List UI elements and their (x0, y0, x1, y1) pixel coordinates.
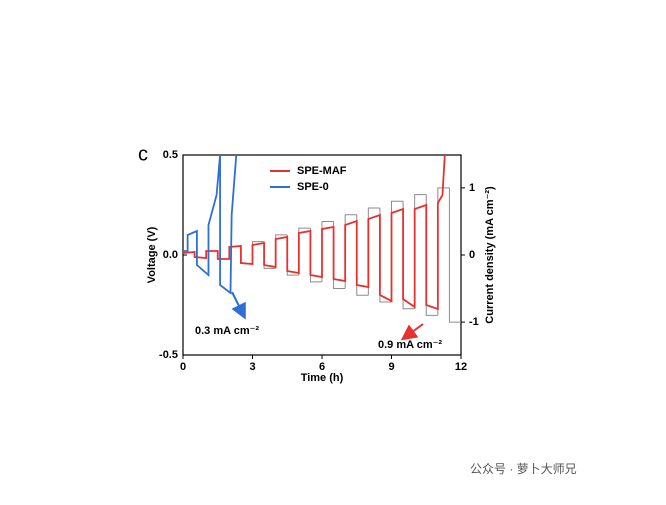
current-step (321, 220, 334, 282)
x-tick-label: 0 (180, 361, 186, 373)
x-tick-label: 12 (455, 361, 467, 373)
y2-tick-label: 0 (469, 249, 475, 261)
series-line (182, 154, 446, 311)
arrow (400, 323, 424, 341)
current-step (275, 234, 288, 269)
current-step (286, 234, 299, 276)
current-step (414, 194, 427, 309)
current-step (367, 207, 380, 296)
current-step (356, 214, 369, 296)
y2-tick-label: -1 (469, 316, 479, 328)
y2-tick-label: 1 (469, 182, 475, 194)
x-tick-label: 6 (319, 361, 325, 373)
panel-label: c (138, 143, 148, 165)
legend-label: SPE-0 (297, 181, 329, 193)
x-tick-label: 3 (249, 361, 255, 373)
x-tick-label: 9 (388, 361, 394, 373)
annotation: 0.9 mA cm⁻² (378, 339, 442, 351)
current-step (437, 187, 450, 316)
current-step (309, 228, 322, 283)
current-step (448, 187, 461, 323)
y-axis-label: Voltage (V) (146, 226, 158, 283)
y-tick-label: -0.5 (159, 349, 178, 361)
legend-label: SPE-MAF (297, 165, 347, 177)
current-step (379, 208, 392, 303)
current-step (344, 214, 357, 289)
series-line (183, 154, 238, 295)
x-axis-label: Time (h) (301, 372, 344, 384)
current-step (298, 227, 311, 276)
arrow (231, 291, 246, 320)
current-step (425, 194, 438, 316)
y-tick-label: 0.5 (163, 149, 178, 161)
y2-axis-label: Current density (mA cm⁻²) (484, 186, 496, 324)
current-step (402, 201, 415, 310)
annotation: 0.3 mA cm⁻² (195, 325, 259, 337)
y-tick-label: 0.0 (163, 249, 178, 261)
current-step (391, 200, 404, 302)
watermark: 公众号 · 萝卜大师兄 (470, 462, 577, 476)
